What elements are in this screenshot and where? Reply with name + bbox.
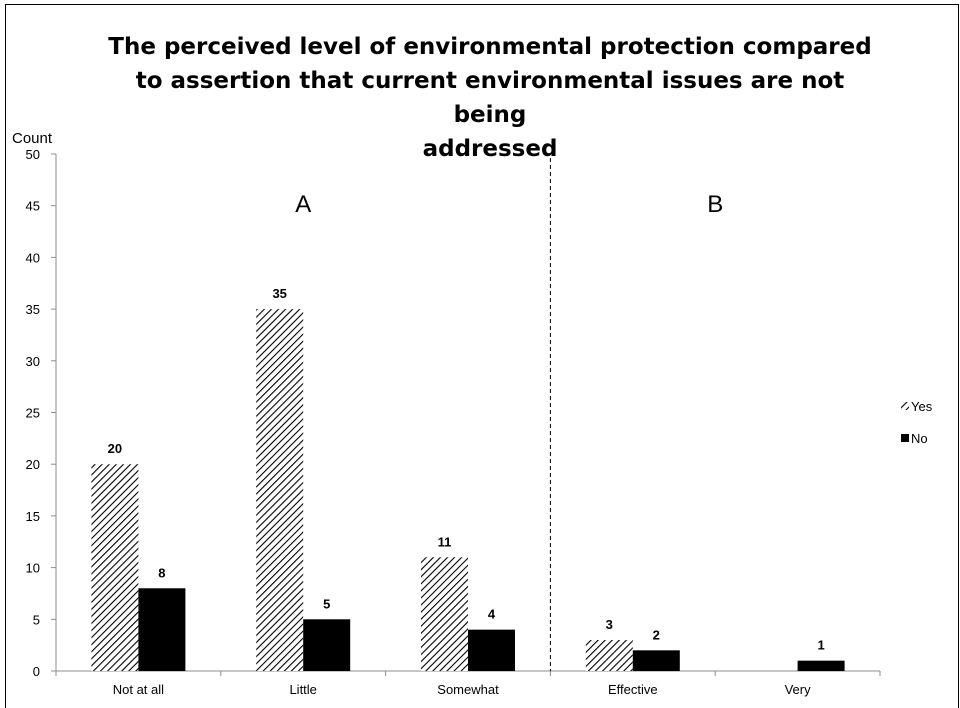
x-tick-label: Very [785,682,812,697]
bar-yes [256,309,304,671]
y-tick-label: 30 [26,354,40,369]
y-tick-label: 0 [33,664,40,679]
y-tick-label: 40 [26,250,40,265]
y-tick-label: 15 [26,509,40,524]
data-label: 11 [438,534,452,549]
bar-no [797,660,845,671]
legend-swatch-no [901,434,909,442]
data-label: 1 [817,638,824,653]
y-tick-label: 5 [33,612,40,627]
legend-label-no: No [911,431,928,446]
bar-no [303,619,351,671]
x-tick-label: Not at all [113,682,164,697]
y-tick-label: 45 [26,199,40,214]
data-label: 8 [158,565,165,580]
chart-title: The perceived level of environmental pro… [108,34,872,162]
x-tick-label: Somewhat [437,682,499,697]
x-tick-label: Little [289,682,316,697]
y-tick-label: 25 [26,406,40,421]
data-label: 20 [108,441,122,456]
data-label: 3 [606,617,613,632]
data-label: 5 [323,596,330,611]
bar-no [138,588,186,671]
bar-no [632,650,680,671]
bar-yes [585,639,633,671]
bar-yes [91,464,139,671]
group-label: B [707,191,723,218]
data-labels-group: 20 8 35 5 11 4 3 2 1 [108,286,825,653]
data-label: 4 [488,607,496,622]
y-tick-label: 20 [26,457,40,472]
y-tick-label: 50 [26,147,40,162]
legend: Yes No [901,399,933,446]
data-label: 35 [272,286,286,301]
y-tick-label: 35 [26,302,40,317]
legend-swatch-yes [901,402,909,410]
bar-yes [421,557,468,671]
bars-group [91,309,845,671]
x-tick-label: Effective [608,682,658,697]
data-label: 2 [653,627,660,642]
bar-no [468,629,515,671]
y-axis-label: Count [12,130,53,147]
group-label: A [295,191,311,218]
legend-label-yes: Yes [911,399,933,414]
y-tick-label: 10 [26,561,40,576]
